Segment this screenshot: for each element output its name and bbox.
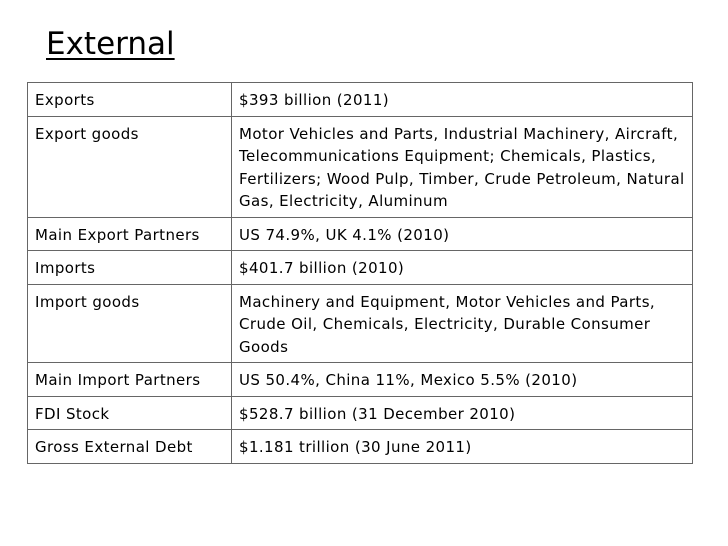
- row-label: Import goods: [27, 283, 232, 363]
- table-row: Import goods Machinery and Equipment, Mot…: [27, 283, 693, 363]
- row-value: US 74.9%, UK 4.1% (2010): [231, 216, 693, 251]
- row-label: Gross External Debt: [27, 429, 232, 464]
- slide-title: External: [46, 26, 175, 62]
- row-value: US 50.4%, China 11%, Mexico 5.5% (2010): [231, 362, 693, 397]
- row-label: Imports: [27, 250, 232, 285]
- table-row: Exports $393 billion (2011): [27, 82, 693, 117]
- row-value: Motor Vehicles and Parts, Industrial Mac…: [231, 115, 693, 218]
- row-value: Machinery and Equipment, Motor Vehicles …: [231, 283, 693, 363]
- table-row: Export goods Motor Vehicles and Parts, In…: [27, 115, 693, 218]
- table-row: Imports $401.7 billion (2010): [27, 250, 693, 285]
- table-row: Gross External Debt $1.181 trillion (30 J…: [27, 429, 693, 464]
- row-label: Main Import Partners: [27, 362, 232, 397]
- data-table: Exports $393 billion (2011) Export goods Mo…: [27, 82, 693, 464]
- row-label: Main Export Partners: [27, 216, 232, 251]
- table-row: Main Export Partners US 74.9%, UK 4.1% (2…: [27, 216, 693, 251]
- row-value: $1.181 trillion (30 June 2011): [231, 429, 693, 464]
- table-row: FDI Stock $528.7 billion (31 December 201…: [27, 395, 693, 430]
- table-row: Main Import Partners US 50.4%, China 11%,…: [27, 362, 693, 397]
- row-label: Export goods: [27, 115, 232, 218]
- row-value: $401.7 billion (2010): [231, 250, 693, 285]
- row-value: $528.7 billion (31 December 2010): [231, 395, 693, 430]
- table-body: Exports $393 billion (2011) Export goods Mo…: [27, 82, 693, 464]
- row-value: $393 billion (2011): [231, 82, 693, 117]
- row-label: FDI Stock: [27, 395, 232, 430]
- row-label: Exports: [27, 82, 232, 117]
